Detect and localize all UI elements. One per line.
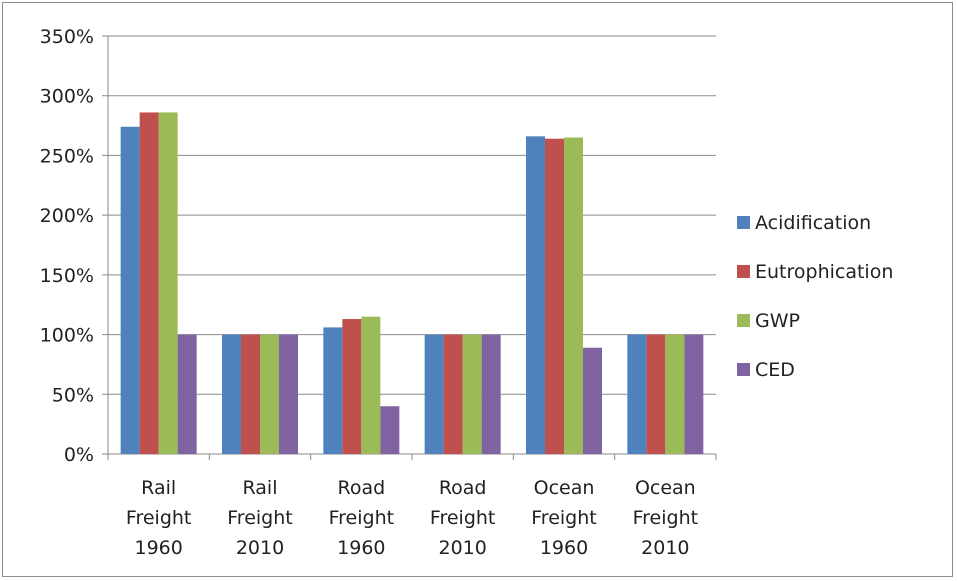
bar-acidification-0 bbox=[120, 126, 140, 454]
x-category-label: Road bbox=[439, 477, 487, 499]
legend-label-gwp: GWP bbox=[755, 310, 800, 332]
y-tick-label: 300% bbox=[40, 86, 94, 108]
x-category-label: Ocean bbox=[534, 477, 595, 499]
bar-acidification-1 bbox=[222, 334, 241, 454]
x-category-label: Freight bbox=[329, 507, 394, 529]
bar-acidification-5 bbox=[627, 334, 647, 454]
x-category-label: Freight bbox=[430, 507, 495, 529]
bar-gwp-4 bbox=[564, 137, 583, 454]
legend-label-acidification: Acidification bbox=[755, 212, 871, 234]
legend-swatch-ced bbox=[737, 363, 750, 376]
bar-gwp-3 bbox=[462, 334, 482, 454]
x-category-label: Freight bbox=[531, 507, 596, 529]
bar-eutrophication-1 bbox=[241, 334, 260, 454]
bar-eutrophication-3 bbox=[443, 334, 463, 454]
bar-gwp-1 bbox=[260, 334, 279, 454]
x-category-label: 1960 bbox=[134, 537, 182, 559]
x-category-label: Ocean bbox=[635, 477, 696, 499]
bar-eutrophication-5 bbox=[646, 334, 666, 454]
x-category-label: Freight bbox=[227, 507, 292, 529]
bar-ced-3 bbox=[481, 334, 501, 454]
y-tick-label: 50% bbox=[52, 384, 94, 406]
bar-gwp-2 bbox=[361, 316, 381, 454]
bar-acidification-3 bbox=[424, 334, 444, 454]
y-tick-label: 100% bbox=[40, 325, 94, 347]
x-category-label: 2010 bbox=[236, 537, 284, 559]
x-category-label: 1960 bbox=[540, 537, 588, 559]
x-category-label: 1960 bbox=[337, 537, 385, 559]
bar-eutrophication-4 bbox=[545, 138, 564, 455]
bar-ced-4 bbox=[583, 347, 602, 454]
legend-swatch-eutrophication bbox=[737, 265, 750, 278]
x-category-label: 2010 bbox=[641, 537, 689, 559]
y-tick-label: 0% bbox=[64, 444, 94, 466]
y-tick-label: 200% bbox=[40, 205, 94, 227]
bar-gwp-5 bbox=[665, 334, 685, 454]
y-tick-label: 250% bbox=[40, 145, 94, 167]
bar-ced-1 bbox=[279, 334, 298, 454]
y-tick-label: 150% bbox=[40, 265, 94, 287]
x-category-label: Freight bbox=[126, 507, 191, 529]
x-category-label: Rail bbox=[243, 477, 278, 499]
x-category-label: Freight bbox=[633, 507, 698, 529]
legend-swatch-gwp bbox=[737, 314, 750, 327]
bar-eutrophication-2 bbox=[342, 319, 362, 454]
legend-label-eutrophication: Eutrophication bbox=[755, 261, 893, 283]
x-category-label: 2010 bbox=[438, 537, 486, 559]
x-category-label: Road bbox=[337, 477, 385, 499]
bar-eutrophication-0 bbox=[139, 112, 159, 454]
legend-label-ced: CED bbox=[755, 359, 795, 381]
bar-ced-2 bbox=[380, 406, 400, 454]
bar-acidification-4 bbox=[526, 136, 545, 454]
bar-gwp-0 bbox=[158, 112, 178, 454]
bar-acidification-2 bbox=[323, 327, 343, 454]
bar-ced-5 bbox=[684, 334, 704, 454]
x-category-label: Rail bbox=[141, 477, 176, 499]
bar-ced-0 bbox=[177, 334, 197, 454]
y-tick-label: 350% bbox=[40, 26, 94, 48]
legend-swatch-acidification bbox=[737, 216, 750, 229]
